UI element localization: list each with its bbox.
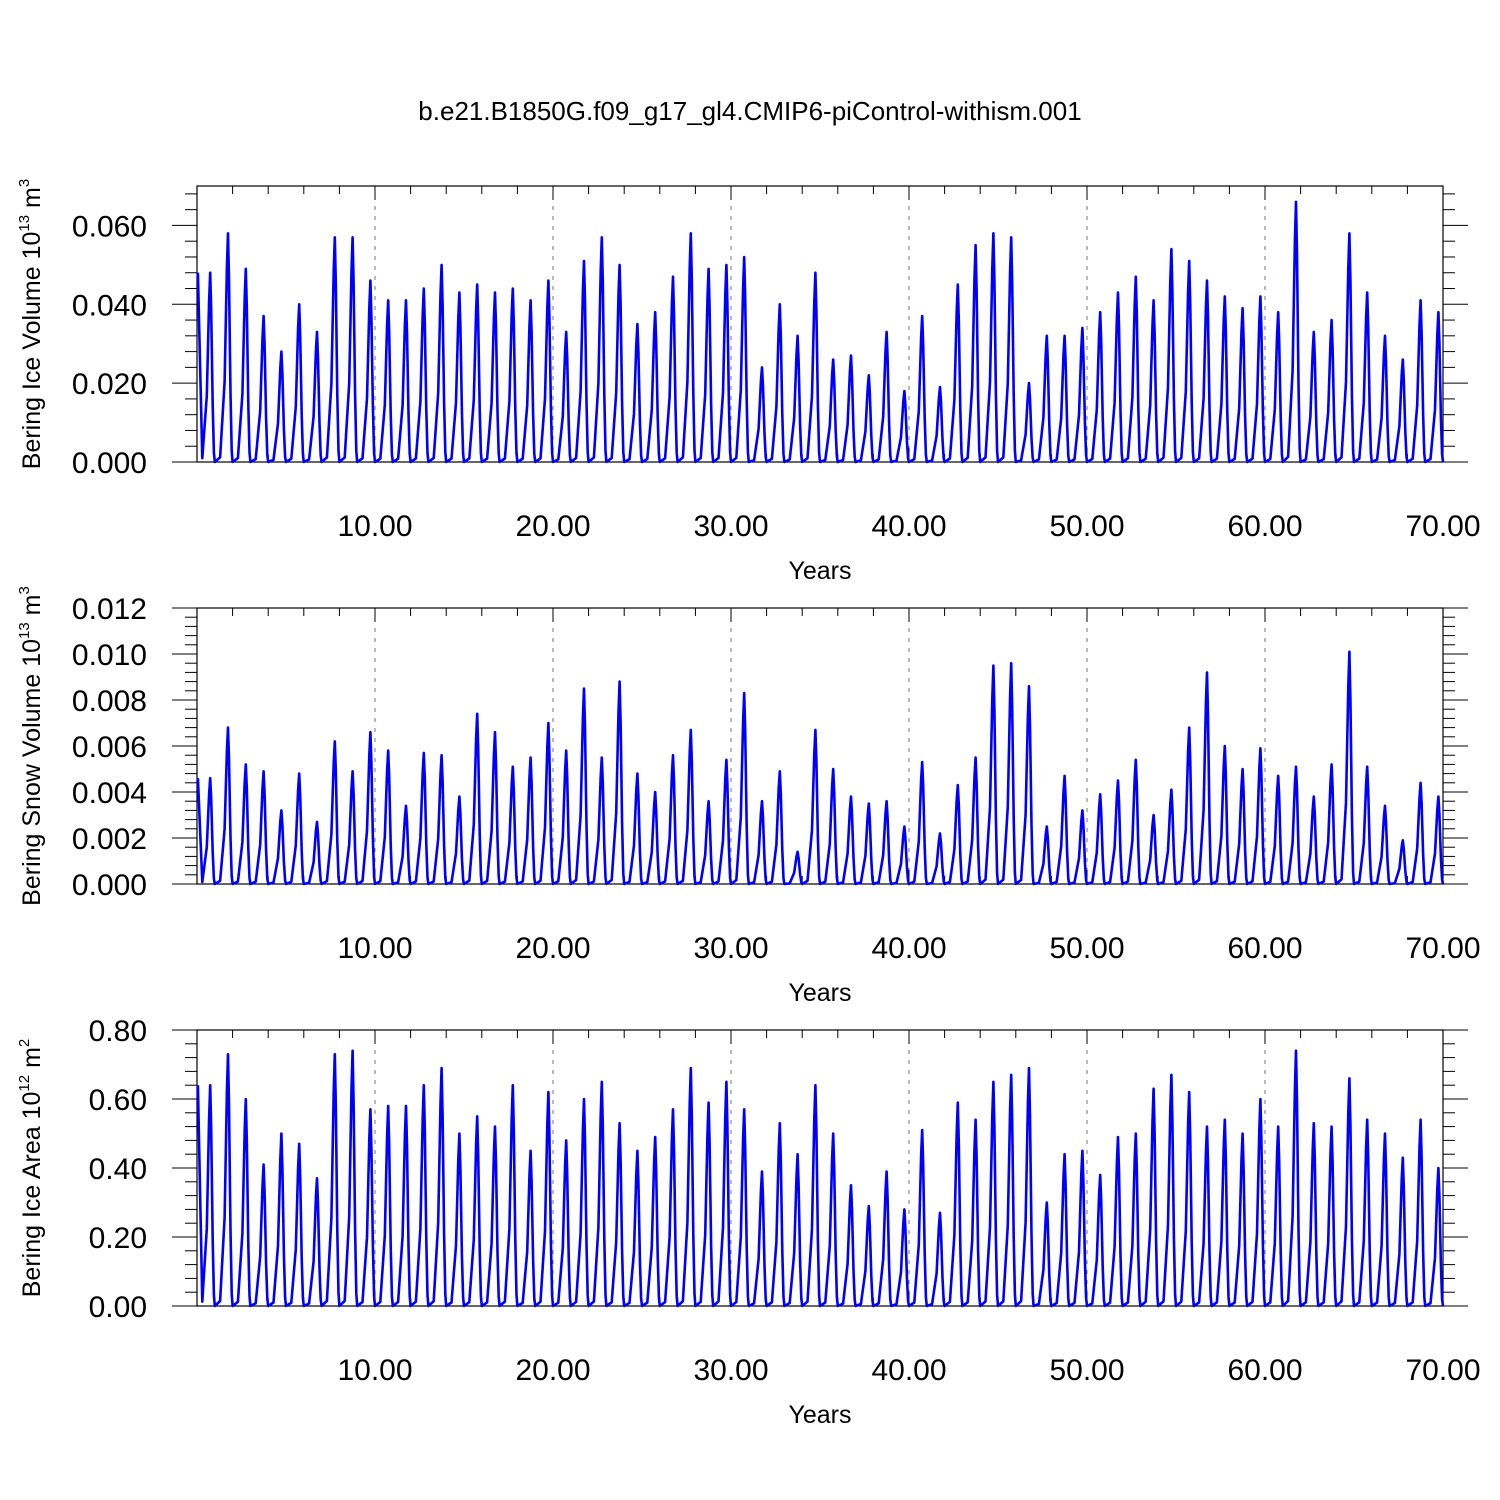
x-tick-label: 50.00	[1049, 1354, 1124, 1387]
x-tick-label: 60.00	[1227, 1354, 1302, 1387]
x-tick-label: 40.00	[871, 510, 946, 543]
x-tick-label: 40.00	[871, 1354, 946, 1387]
chart-panel-3: 10.00 20.00 30.00 40.00 50.00 60.00 70.00 Years…	[16, 1015, 1481, 1429]
chart-panels: 10.00 20.00 30.00 40.00 50.00 60.00 70.00 Years…	[16, 179, 1481, 1429]
series-line	[196, 1049, 1445, 1308]
y-tick-label: 0.80	[89, 1015, 147, 1048]
x-tick-label: 10.00	[337, 510, 412, 543]
y-tick-label: 0.000	[72, 869, 147, 902]
series-line	[196, 650, 1445, 886]
y-axis-title: Bering Ice Volume 1013 m3	[16, 179, 46, 469]
y-tick-label: 0.008	[72, 685, 147, 718]
x-tick-label: 50.00	[1049, 932, 1124, 965]
y-axis-title: Bering Ice Area 1012 m2	[16, 1039, 46, 1298]
chart-panel-1: 10.00 20.00 30.00 40.00 50.00 60.00 70.00 Years…	[16, 179, 1481, 585]
y-tick-label: 0.040	[72, 289, 147, 322]
y-tick-label: 0.010	[72, 639, 147, 672]
y-tick-label: 0.020	[72, 368, 147, 401]
x-tick-label: 40.00	[871, 932, 946, 965]
x-tick-label: 20.00	[515, 932, 590, 965]
y-axis-title: Bering Snow Volume 1013 m3	[16, 586, 46, 906]
y-tick-label: 0.060	[72, 210, 147, 243]
chart-panel-2: 10.00 20.00 30.00 40.00 50.00 60.00 70.00 Years…	[16, 586, 1481, 1007]
x-tick-label: 30.00	[693, 1354, 768, 1387]
x-tick-label: 30.00	[693, 510, 768, 543]
y-tick-label: 0.40	[89, 1153, 147, 1186]
x-tick-label: 30.00	[693, 932, 768, 965]
x-tick-label: 20.00	[515, 1354, 590, 1387]
x-axis-title: Years	[788, 1401, 851, 1429]
y-tick-label: 0.004	[72, 777, 147, 810]
y-tick-label: 0.002	[72, 823, 147, 856]
x-axis-title: Years	[788, 557, 851, 585]
y-tick-label: 0.012	[72, 593, 147, 626]
x-tick-label: 60.00	[1227, 510, 1302, 543]
y-tick-label: 0.20	[89, 1222, 147, 1255]
series-line	[196, 200, 1445, 464]
x-tick-label: 20.00	[515, 510, 590, 543]
x-tick-label: 70.00	[1405, 1354, 1480, 1387]
y-tick-label: 0.00	[89, 1291, 147, 1324]
y-tick-label: 0.006	[72, 731, 147, 764]
x-tick-label: 10.00	[337, 1354, 412, 1387]
x-tick-label: 50.00	[1049, 510, 1124, 543]
x-tick-label: 70.00	[1405, 510, 1480, 543]
x-axis-title: Years	[788, 979, 851, 1007]
x-tick-label: 60.00	[1227, 932, 1302, 965]
y-tick-label: 0.000	[72, 447, 147, 480]
figure-title: b.e21.B1850G.f09_g17_gl4.CMIP6-piControl…	[418, 96, 1081, 126]
y-tick-label: 0.60	[89, 1084, 147, 1117]
x-tick-label: 10.00	[337, 932, 412, 965]
x-tick-label: 70.00	[1405, 932, 1480, 965]
